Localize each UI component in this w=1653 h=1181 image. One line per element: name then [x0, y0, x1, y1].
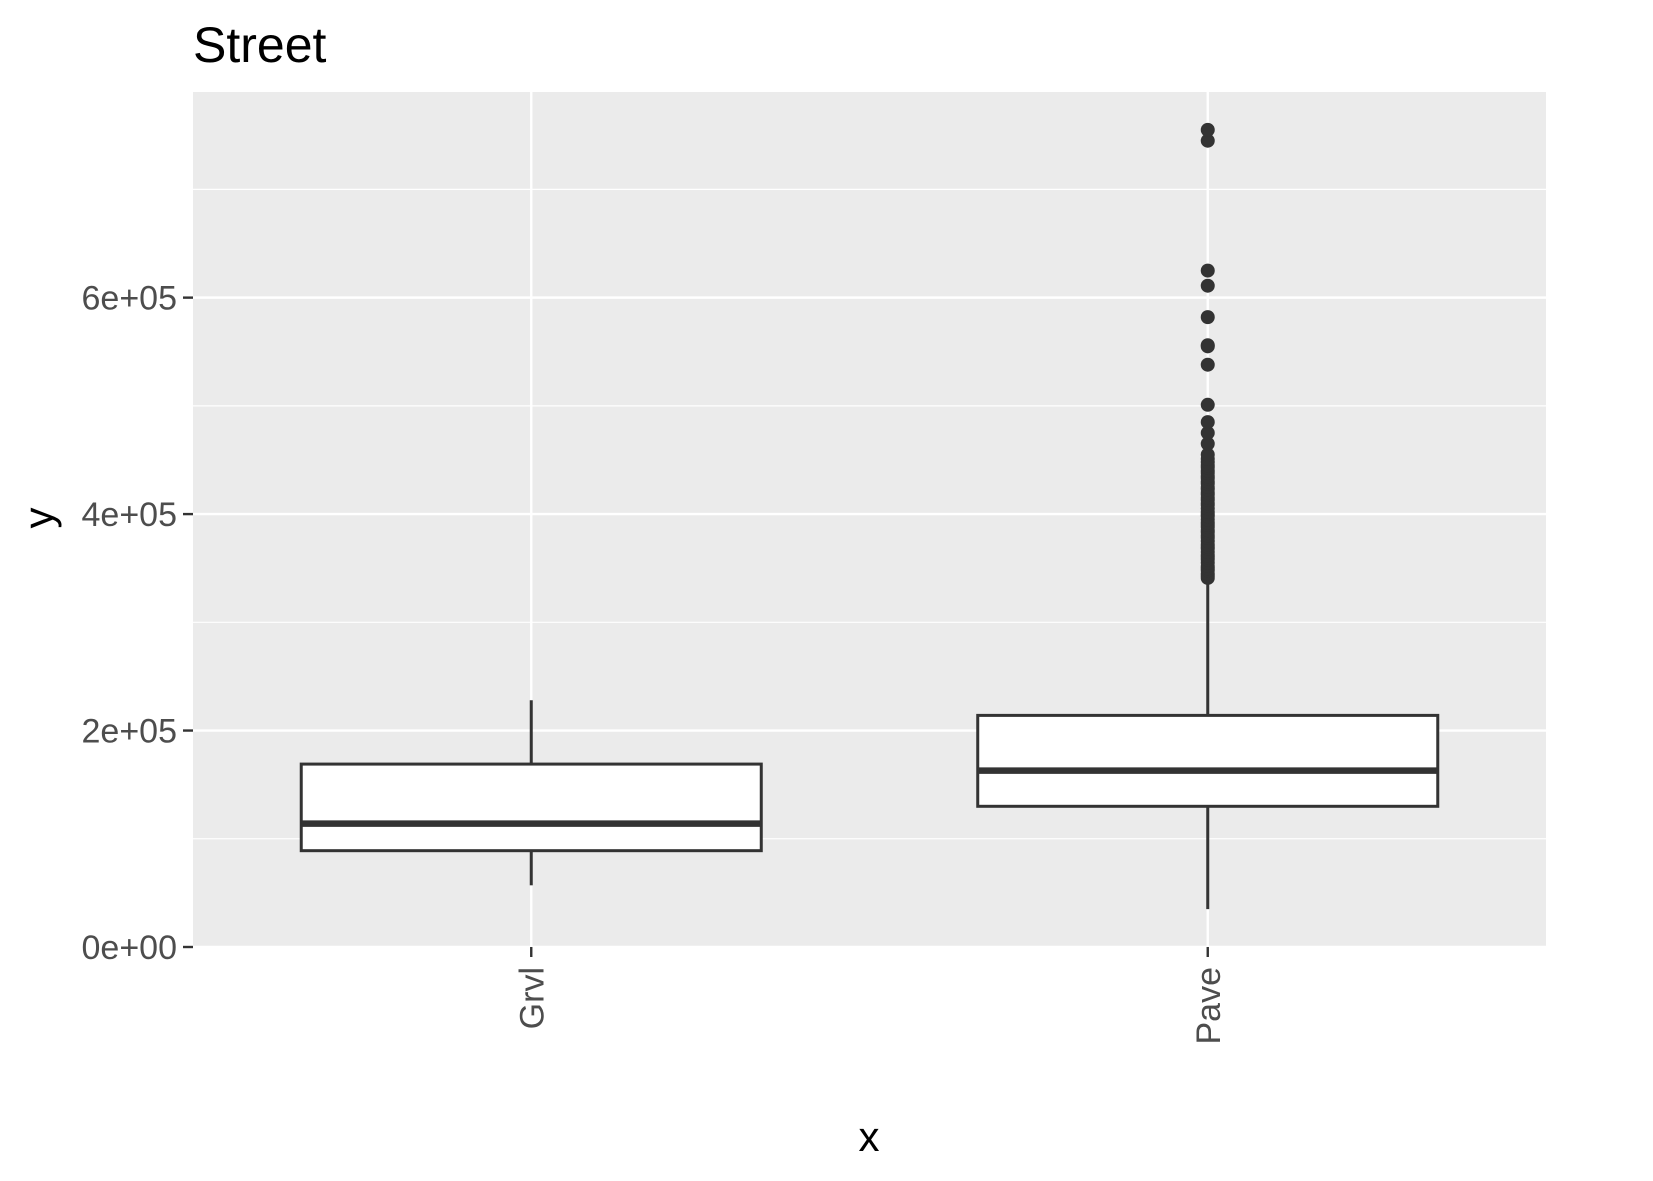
y-tick-label: 2e+05: [82, 713, 178, 751]
outlier-point: [1200, 133, 1215, 148]
outlier-point: [1200, 436, 1215, 451]
outlier-point: [1200, 357, 1215, 372]
x-axis: Grvl Pave: [513, 947, 1228, 1045]
box-iqr: [299, 762, 763, 853]
outlier-point: [1200, 263, 1215, 278]
x-tick-label: Grvl: [513, 967, 551, 1029]
box-pave: [976, 122, 1440, 910]
outlier-point: [1200, 122, 1215, 137]
plot-panel: [193, 92, 1546, 949]
y-tick-label: 6e+05: [82, 280, 178, 318]
outlier-point: [1200, 278, 1215, 293]
box-iqr: [976, 713, 1440, 808]
chart-title: Street: [193, 17, 327, 73]
outlier-point: [1200, 425, 1215, 440]
y-axis: 0e+00 2e+05 4e+05 6e+05: [82, 280, 193, 967]
outlier-point: [1200, 397, 1215, 412]
y-tick-label: 0e+00: [82, 929, 178, 967]
x-tick-label: Pave: [1190, 967, 1228, 1045]
outlier-point: [1200, 338, 1215, 353]
box-grvl: [299, 700, 763, 886]
x-axis-title: x: [859, 1113, 880, 1160]
outlier-point: [1200, 447, 1215, 462]
outlier-point: [1200, 415, 1215, 430]
outlier-point: [1200, 310, 1215, 325]
y-axis-title: y: [15, 508, 62, 529]
y-tick-label: 4e+05: [82, 496, 178, 534]
